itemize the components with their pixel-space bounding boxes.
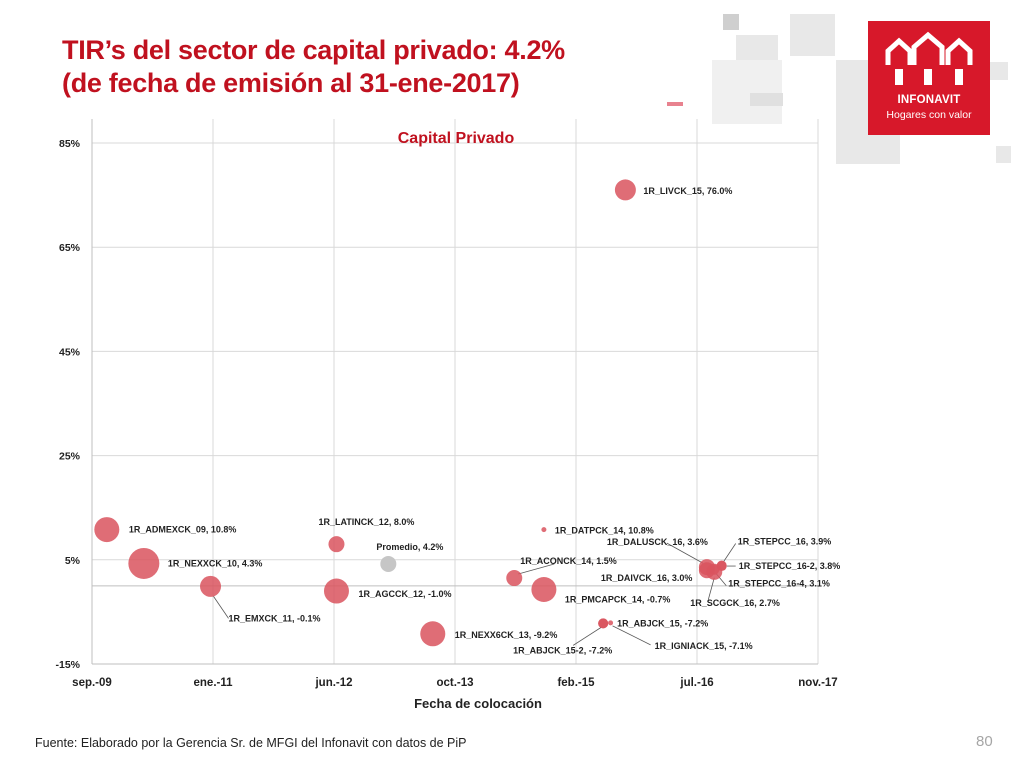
y-tick-label: 85% (59, 138, 81, 150)
data-label: 1R_STEPCC_16-2, 3.8% (739, 561, 841, 571)
page-title: TIR’s del sector de capital privado: 4.2… (62, 34, 565, 100)
data-label: 1R_LATINCK_12, 8.0% (318, 517, 414, 527)
leader-line (707, 577, 715, 600)
data-labels: 1R_ADMEXCK_09, 10.8% 1R_NEXXCK_10, 4.3% 1R… (129, 186, 840, 655)
leader-line (612, 625, 651, 646)
data-bubble (541, 527, 547, 533)
y-tick-label: 45% (59, 346, 81, 358)
data-label: 1R_LIVCK_15, 76.0% (643, 186, 732, 196)
data-points (94, 179, 727, 647)
page-title-line-1: TIR’s del sector de capital privado: 4.2… (62, 35, 565, 65)
data-bubble (506, 570, 523, 587)
data-label: 1R_STEPCC_16-4, 3.1% (728, 579, 830, 589)
data-label: 1R_ABJCK_15-2, -7.2% (513, 645, 612, 655)
y-tick-label: 25% (59, 451, 81, 463)
data-label: 1R_AGCCK_12, -1.0% (358, 589, 451, 599)
source-note: Fuente: Elaborado por la Gerencia Sr. de… (35, 736, 467, 750)
x-tick-label: jun.-12 (314, 677, 352, 689)
data-label: 1R_NEXX6CK_13, -9.2% (455, 630, 558, 640)
x-axis-title: Fecha de colocación (414, 696, 542, 711)
leader-line (213, 596, 229, 619)
leader-lines (213, 542, 737, 646)
data-label: 1R_ACONCK_14, 1.5% (520, 556, 617, 566)
leader-line (572, 627, 602, 646)
data-bubble (598, 618, 609, 629)
data-label: 1R_ABJCK_15, -7.2% (617, 618, 708, 628)
x-tick-label: oct.-13 (436, 677, 473, 689)
houses-icon (885, 31, 973, 85)
data-bubble (709, 564, 720, 575)
x-tick-label: jul.-16 (679, 677, 713, 689)
data-bubble (531, 576, 557, 602)
data-bubble (614, 179, 636, 201)
data-bubble (323, 578, 349, 604)
data-label: 1R_NEXXCK_10, 4.3% (168, 558, 263, 568)
leader-line (666, 542, 704, 564)
x-tick-label: sep.-09 (72, 677, 112, 689)
data-bubble (94, 517, 120, 543)
decorative-square (750, 93, 783, 106)
page-number: 80 (976, 733, 993, 750)
data-label: 1R_SCGCK_16, 2.7% (690, 598, 780, 608)
data-label: 1R_STEPCC_16, 3.9% (738, 537, 832, 547)
data-label: 1R_EMXCK_11, -0.1% (229, 613, 321, 623)
average-bubble (380, 555, 397, 572)
data-bubble (716, 561, 727, 572)
data-label: 1R_ADMEXCK_09, 10.8% (129, 525, 237, 535)
decorative-dash (667, 102, 683, 106)
decorative-square (990, 62, 1008, 80)
decorative-square (790, 14, 835, 56)
data-label: 1R_DALUSCK_16, 3.6% (607, 537, 708, 547)
data-label: 1R_PMCAPCK_14, -0.7% (565, 594, 671, 604)
logo-slogan: Hogares con valor (886, 109, 972, 121)
page-title-line-2: (de fecha de emisión al 31-ene-2017) (62, 68, 520, 98)
decorative-square (723, 14, 739, 30)
data-bubble (608, 620, 614, 626)
data-bubble (200, 575, 222, 597)
decorative-square (712, 60, 782, 124)
data-bubble (328, 536, 345, 553)
y-tick-label: -15% (55, 659, 80, 671)
x-tick-label: nov.-17 (798, 677, 837, 689)
leader-line (723, 543, 737, 562)
data-label: 1R_DAIVCK_16, 3.0% (601, 573, 693, 583)
infonavit-logo: INFONAVIT Hogares con valor (868, 21, 990, 135)
data-bubble (420, 621, 446, 647)
x-tick-label: feb.-15 (557, 677, 595, 689)
decorative-square (996, 146, 1011, 163)
chart-title: Capital Privado (398, 130, 515, 147)
y-tick-label: 65% (59, 242, 81, 254)
logo-brand-name: INFONAVIT (897, 94, 961, 106)
chart-axes: 85% 65% 45% 25% 5% -15% sep.-09 ene.-11 jun.-12 o… (55, 119, 838, 689)
data-bubble (128, 547, 160, 579)
x-tick-label: ene.-11 (194, 677, 234, 689)
data-label: 1R_DATPCK_14, 10.8% (555, 526, 654, 536)
y-tick-label: 5% (65, 555, 81, 567)
data-label: 1R_IGNIACK_15, -7.1% (655, 641, 753, 651)
leader-line (518, 563, 555, 575)
data-label: Promedio, 4.2% (376, 542, 443, 552)
